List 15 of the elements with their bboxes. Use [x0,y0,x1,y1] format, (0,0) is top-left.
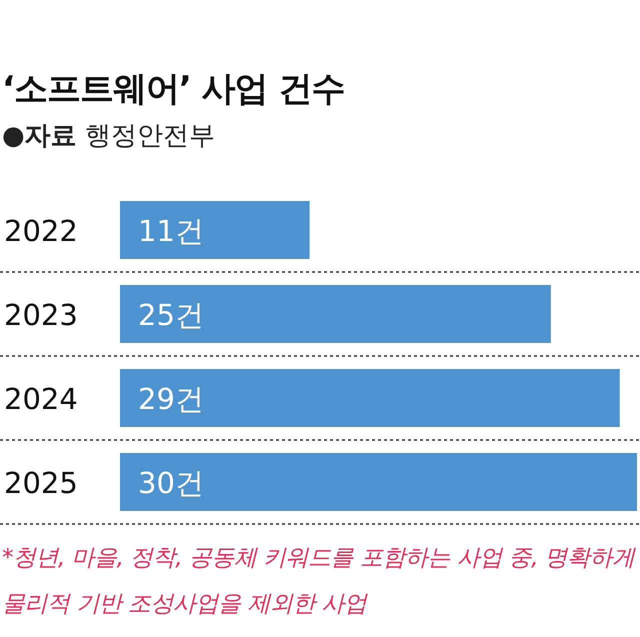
bar [120,369,620,427]
data-label: 30건 [138,466,204,500]
y-tick-label: 2024 [4,382,78,416]
data-label: 25건 [138,298,204,332]
bar [120,285,551,343]
y-tick-label: 2022 [4,214,78,248]
bar [120,201,310,259]
data-label: 29건 [138,382,204,416]
chart-title: ‘소프트웨어’ 사업 건수 [2,68,345,111]
bar [120,453,637,511]
y-tick-label: 2023 [4,298,78,332]
chart-subtitle: ●자료 행정안전부 [2,120,215,153]
text: *청년, 마을, 정착, 공동체 키워드를 포함하는 사업 중, 명확하게 물리적 기반 조성사업을 제외한 사업 [2,544,636,619]
y-tick-label: 2025 [4,466,78,500]
data-label: 11건 [138,214,204,248]
